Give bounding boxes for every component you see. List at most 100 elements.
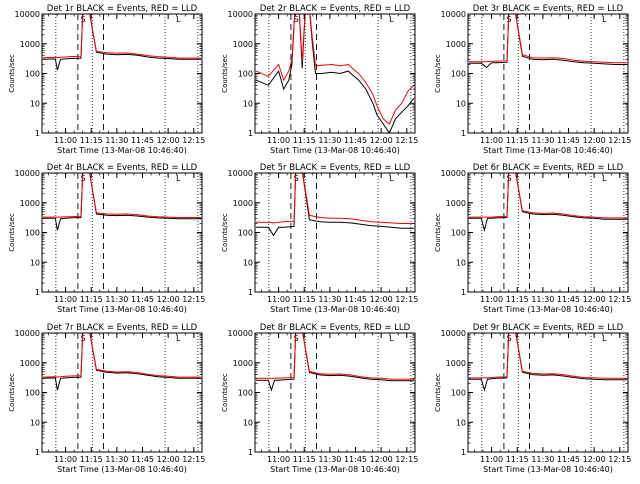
y-tick-label: 10 <box>456 418 466 427</box>
series-line-events <box>469 333 627 392</box>
series-line-lld <box>256 333 414 380</box>
x-tick-label: 12:15 <box>395 136 418 145</box>
marker-s: S <box>293 15 298 24</box>
marker-s: S <box>506 334 511 343</box>
series-line-lld <box>255 14 415 125</box>
series-line-lld <box>469 14 627 64</box>
x-tick-label: 11:00 <box>480 455 503 464</box>
series-line-events <box>255 14 415 133</box>
x-tick-label: 12:00 <box>370 295 393 304</box>
series-line-events <box>42 14 201 71</box>
x-tick-label: 12:00 <box>157 136 180 145</box>
marker-l: L <box>176 15 181 24</box>
y-tick-label: 10000 <box>15 10 40 19</box>
marker-s: S <box>80 334 85 343</box>
marker-s: S <box>80 15 85 24</box>
y-tick-label: 1000 <box>233 359 253 368</box>
y-tick-label: 10000 <box>15 169 40 178</box>
marker-l: L <box>602 334 607 343</box>
x-tick-label: 11:45 <box>344 136 367 145</box>
x-tick-label: 12:15 <box>182 455 205 464</box>
plot-frame <box>41 172 203 293</box>
x-tick-label: 11:15 <box>80 136 103 145</box>
x-axis-label: Start Time (13-Mar-08 10:46:40) <box>270 146 400 155</box>
y-tick-label: 100 <box>238 389 253 398</box>
x-tick-label: 11:15 <box>293 136 316 145</box>
y-tick-label: 100 <box>451 229 466 238</box>
marker-l: L <box>176 174 181 183</box>
x-tick-label: 11:15 <box>80 295 103 304</box>
y-tick-label: 10 <box>30 99 40 108</box>
x-tick-label: 11:15 <box>506 295 529 304</box>
series-line-lld <box>469 333 627 379</box>
y-tick-label: 1000 <box>446 40 466 49</box>
y-axis-label: Counts/sec <box>434 54 442 93</box>
y-tick-label: 10000 <box>228 10 253 19</box>
marker-s: S <box>80 174 85 183</box>
x-tick-label: 11:15 <box>506 455 529 464</box>
x-tick-label: 12:00 <box>370 136 393 145</box>
y-tick-label: 1 <box>248 288 253 297</box>
series-line-lld <box>42 14 201 59</box>
x-tick-label: 11:30 <box>105 136 128 145</box>
plot-frame <box>467 13 629 134</box>
x-tick-label: 12:15 <box>182 136 205 145</box>
y-tick-label: 10 <box>456 99 466 108</box>
x-tick-label: 11:45 <box>131 295 154 304</box>
y-axis-label: Counts/sec <box>221 373 229 412</box>
x-tick-label: 11:45 <box>131 455 154 464</box>
panel-title: Det 8r BLACK = Events, RED = LLD <box>260 323 411 333</box>
x-axis-label: Start Time (13-Mar-08 10:46:40) <box>483 146 613 155</box>
x-axis-label: Start Time (13-Mar-08 10:46:40) <box>57 305 187 314</box>
y-axis-label: Counts/sec <box>434 373 442 412</box>
x-tick-label: 11:15 <box>506 136 529 145</box>
y-tick-label: 10000 <box>15 329 40 338</box>
series-line-events <box>256 333 414 392</box>
panel-title: Det 7r BLACK = Events, RED = LLD <box>47 323 198 333</box>
x-axis-label: Start Time (13-Mar-08 10:46:40) <box>57 465 187 474</box>
series-line-events <box>256 173 414 237</box>
panel-title: Det 9r BLACK = Events, RED = LLD <box>473 323 624 333</box>
x-tick-label: 12:15 <box>395 295 418 304</box>
y-tick-label: 1000 <box>20 199 40 208</box>
y-axis-label: Counts/sec <box>8 54 16 93</box>
x-tick-label: 11:15 <box>80 455 103 464</box>
x-tick-label: 11:00 <box>54 455 77 464</box>
marker-l: L <box>176 334 181 343</box>
y-tick-label: 100 <box>25 229 40 238</box>
y-tick-label: 10000 <box>441 329 466 338</box>
x-tick-label: 11:30 <box>531 295 554 304</box>
y-tick-label: 1000 <box>233 40 253 49</box>
marker-l: L <box>602 15 607 24</box>
x-tick-label: 11:30 <box>318 295 341 304</box>
x-axis-label: Start Time (13-Mar-08 10:46:40) <box>483 465 613 474</box>
marker-l: L <box>389 334 394 343</box>
y-tick-label: 100 <box>25 389 40 398</box>
x-axis-label: Start Time (13-Mar-08 10:46:40) <box>270 305 400 314</box>
y-tick-label: 10000 <box>441 169 466 178</box>
x-tick-label: 11:30 <box>318 455 341 464</box>
series-line-lld <box>469 173 627 219</box>
y-tick-label: 1000 <box>446 199 466 208</box>
x-tick-label: 11:00 <box>54 295 77 304</box>
x-tick-label: 11:45 <box>344 455 367 464</box>
y-tick-label: 1000 <box>233 199 253 208</box>
y-tick-label: 10 <box>243 99 253 108</box>
y-tick-label: 1 <box>461 288 466 297</box>
x-axis-label: Start Time (13-Mar-08 10:46:40) <box>270 465 400 474</box>
series-line-lld <box>256 173 414 224</box>
marker-s: S <box>506 15 511 24</box>
series-line-events <box>43 173 201 231</box>
x-tick-label: 11:00 <box>267 455 290 464</box>
x-tick-label: 12:15 <box>608 136 631 145</box>
series-line-events <box>469 173 627 233</box>
marker-l: L <box>389 174 394 183</box>
x-tick-label: 11:00 <box>267 295 290 304</box>
y-tick-label: 100 <box>238 229 253 238</box>
marker-l: L <box>389 15 394 24</box>
x-tick-label: 11:45 <box>557 136 580 145</box>
